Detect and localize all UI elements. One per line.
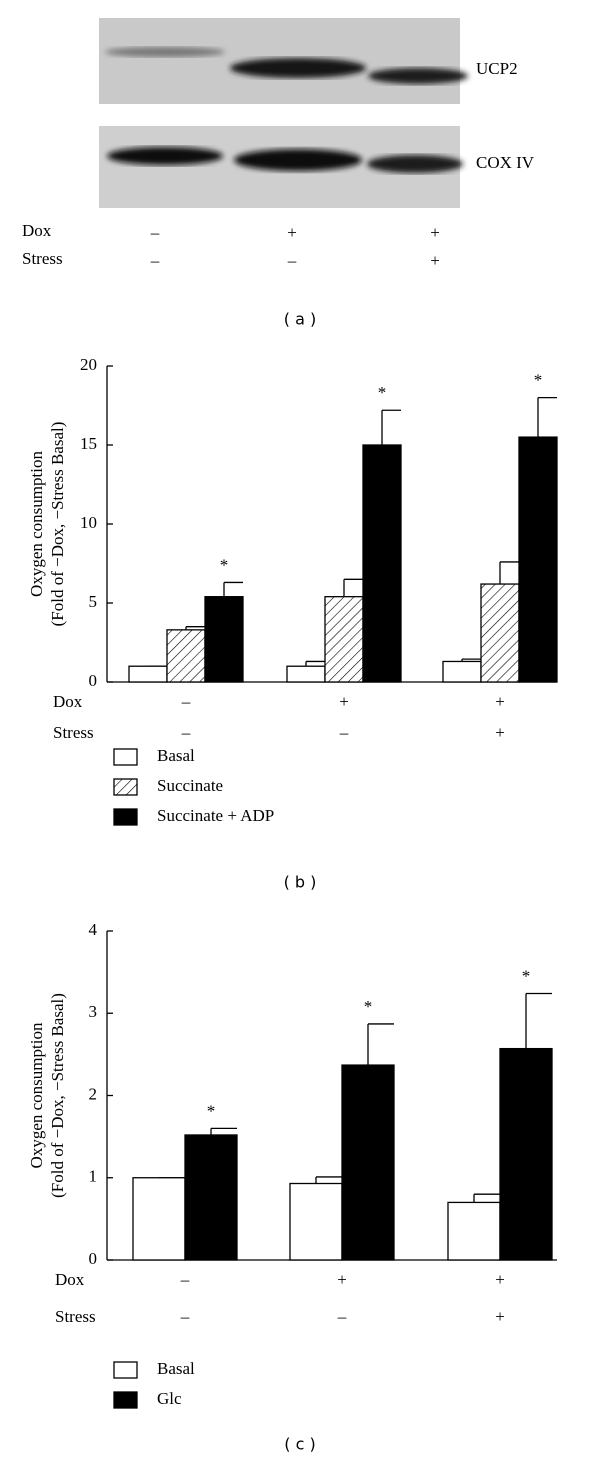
y-axis-label: Oxygen consumption: [27, 1022, 46, 1168]
bar: [480, 583, 520, 683]
caption: ( c ): [284, 1435, 315, 1454]
row-value: +: [495, 692, 505, 711]
row-value: +: [287, 223, 297, 242]
blot-label: UCP2: [476, 59, 518, 78]
bar: [499, 1047, 553, 1261]
significance-mark: *: [220, 555, 229, 574]
row-value: +: [495, 1270, 505, 1289]
bar: [447, 1201, 501, 1261]
legend-swatch: [113, 1361, 138, 1379]
bar: [341, 1064, 395, 1261]
row-value: +: [339, 692, 349, 711]
bar: [128, 665, 168, 683]
bar: [204, 596, 244, 683]
row-label: Stress: [22, 249, 63, 268]
y-tick-label: 0: [89, 671, 98, 690]
legend-swatch: [113, 808, 138, 826]
bar: [132, 1177, 186, 1261]
blot-cox-iv: [99, 126, 463, 208]
row-value: +: [495, 1307, 505, 1326]
row-value: +: [430, 251, 440, 270]
bar: [362, 444, 402, 683]
bar: [518, 436, 558, 683]
bar: [166, 629, 206, 683]
row-value: –: [181, 692, 191, 711]
legend-swatch: [113, 748, 138, 766]
bar: [289, 1182, 343, 1261]
legend-swatch: [113, 1391, 138, 1409]
y-tick-label: 4: [89, 920, 98, 939]
y-tick-label: 15: [80, 434, 97, 453]
blot-ucp2: [99, 18, 468, 104]
y-tick-label: 20: [80, 355, 97, 374]
row-value: –: [150, 223, 160, 242]
legend-label: Succinate: [157, 776, 223, 795]
bar: [442, 660, 482, 683]
row-value: –: [180, 1270, 190, 1289]
y-tick-label: 0: [89, 1249, 98, 1268]
bar: [286, 665, 326, 683]
legend-label: Basal: [157, 1359, 195, 1378]
row-value: –: [181, 723, 191, 742]
row-value: +: [337, 1270, 347, 1289]
row-label: Stress: [55, 1307, 96, 1326]
y-axis-label: (Fold of −Dox, −Stress Basal): [48, 993, 67, 1198]
row-label: Dox: [55, 1270, 85, 1289]
legend-swatch: [113, 778, 138, 796]
y-axis-label: Oxygen consumption: [27, 451, 46, 597]
significance-mark: *: [534, 371, 543, 390]
row-value: +: [495, 723, 505, 742]
bar: [324, 596, 364, 683]
y-tick-label: 10: [80, 513, 97, 532]
caption: ( b ): [284, 873, 317, 892]
significance-mark: *: [207, 1101, 216, 1120]
caption: ( a ): [284, 310, 316, 329]
legend-label: Succinate + ADP: [157, 806, 274, 825]
legend-label: Glc: [157, 1389, 182, 1408]
row-value: –: [337, 1307, 347, 1326]
y-tick-label: 1: [89, 1167, 98, 1186]
row-label: Dox: [22, 221, 52, 240]
significance-mark: *: [364, 997, 373, 1016]
y-tick-label: 5: [89, 592, 98, 611]
row-label: Stress: [53, 723, 94, 742]
row-value: –: [287, 251, 297, 270]
significance-mark: *: [378, 383, 387, 402]
row-label: Dox: [53, 692, 83, 711]
y-axis-label: (Fold of −Dox, −Stress Basal): [48, 422, 67, 627]
legend-label: Basal: [157, 746, 195, 765]
row-value: –: [180, 1307, 190, 1326]
row-value: –: [150, 251, 160, 270]
blot-label: COX IV: [476, 153, 535, 172]
row-value: –: [339, 723, 349, 742]
y-tick-label: 3: [89, 1002, 98, 1021]
row-value: +: [430, 223, 440, 242]
bar: [184, 1134, 238, 1261]
significance-mark: *: [522, 966, 531, 985]
y-tick-label: 2: [89, 1084, 98, 1103]
